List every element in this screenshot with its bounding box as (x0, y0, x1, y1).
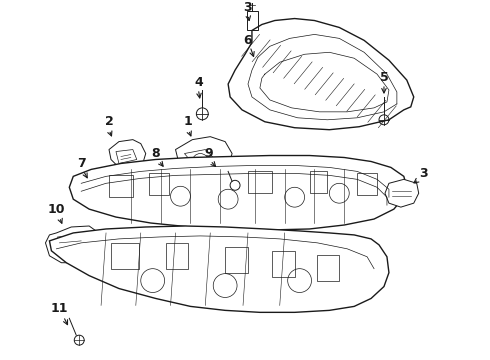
Polygon shape (228, 18, 414, 130)
Text: 2: 2 (105, 115, 113, 128)
Polygon shape (385, 179, 419, 207)
Polygon shape (109, 140, 146, 171)
Text: 3: 3 (244, 1, 252, 14)
Text: 8: 8 (151, 147, 160, 160)
Text: 6: 6 (244, 34, 252, 47)
Text: 4: 4 (194, 76, 203, 89)
Text: 1: 1 (184, 115, 193, 128)
Polygon shape (175, 137, 232, 176)
Polygon shape (69, 156, 407, 230)
Polygon shape (46, 226, 96, 263)
Text: 9: 9 (204, 147, 213, 160)
Text: 3: 3 (419, 167, 428, 180)
Text: 11: 11 (50, 302, 68, 315)
Text: 7: 7 (77, 157, 86, 170)
Text: 10: 10 (48, 203, 65, 216)
Polygon shape (49, 226, 389, 312)
Text: 5: 5 (380, 71, 389, 84)
